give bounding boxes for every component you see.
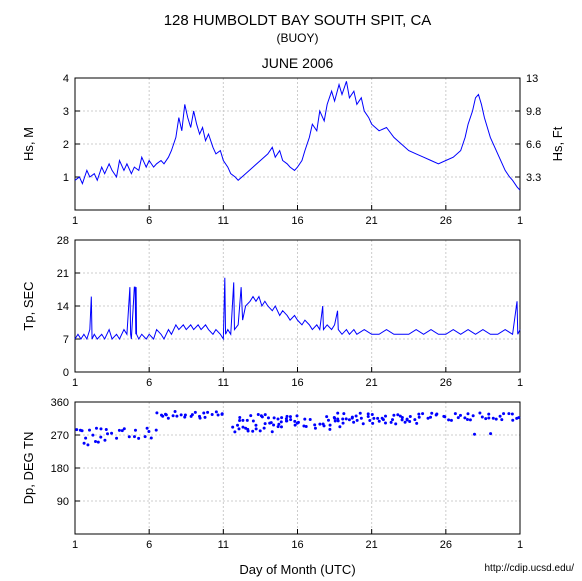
svg-text:Tp, SEC: Tp, SEC [21,281,36,330]
svg-text:270: 270 [51,430,69,442]
svg-text:16: 16 [291,377,303,389]
svg-text:26: 26 [440,377,452,389]
svg-text:128 HUMBOLDT BAY SOUTH SPIT, C: 128 HUMBOLDT BAY SOUTH SPIT, CA [164,12,432,29]
svg-text:1: 1 [72,215,78,227]
svg-text:16: 16 [291,539,303,551]
svg-text:90: 90 [57,496,69,508]
svg-text:26: 26 [440,215,452,227]
svg-text:http://cdip.ucsd.edu/: http://cdip.ucsd.edu/ [484,563,574,574]
svg-text:Hs, Ft: Hs, Ft [550,126,565,161]
svg-text:14: 14 [57,301,69,313]
svg-text:11: 11 [218,539,229,551]
svg-text:Dp, DEG TN: Dp, DEG TN [21,432,36,505]
svg-text:Day of Month (UTC): Day of Month (UTC) [239,562,355,577]
svg-text:3.3: 3.3 [526,172,541,184]
svg-text:180: 180 [51,463,69,475]
svg-text:1: 1 [517,539,523,551]
svg-text:16: 16 [291,215,303,227]
svg-text:21: 21 [57,268,69,280]
svg-text:13: 13 [526,73,538,85]
svg-text:Hs, M: Hs, M [21,127,36,161]
svg-text:1: 1 [517,215,523,227]
svg-text:21: 21 [366,215,378,227]
svg-text:(BUOY): (BUOY) [277,31,319,45]
svg-text:28: 28 [57,235,69,247]
svg-text:6: 6 [146,377,152,389]
svg-text:6: 6 [146,215,152,227]
svg-text:11: 11 [218,377,229,389]
svg-text:1: 1 [72,539,78,551]
svg-text:1: 1 [63,172,69,184]
svg-text:1: 1 [72,377,78,389]
svg-text:26: 26 [440,539,452,551]
svg-text:7: 7 [63,334,69,346]
wave-data-charts: 128 HUMBOLDT BAY SOUTH SPIT, CA (BUOY) JUN… [0,0,582,581]
svg-text:6: 6 [146,539,152,551]
svg-text:2: 2 [63,139,69,151]
svg-text:21: 21 [366,377,378,389]
svg-text:11: 11 [218,215,229,227]
svg-text:1: 1 [517,377,523,389]
svg-text:3: 3 [63,106,69,118]
svg-text:0: 0 [63,367,69,379]
svg-text:360: 360 [51,397,69,409]
svg-text:6.6: 6.6 [526,139,541,151]
svg-text:9.8: 9.8 [526,106,541,118]
svg-text:21: 21 [366,539,378,551]
svg-text:JUNE 2006: JUNE 2006 [262,55,334,71]
svg-text:4: 4 [63,73,69,85]
chart-container: { "title": "128 HUMBOLDT BAY SOUTH SPIT,… [0,0,582,581]
